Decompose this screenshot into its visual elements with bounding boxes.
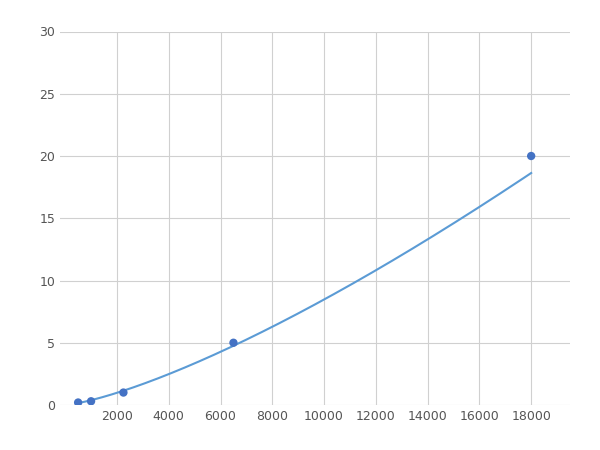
Point: [86, 398, 96, 405]
Point: [526, 153, 536, 160]
Point: [119, 389, 128, 396]
Point: [73, 399, 83, 406]
Point: [229, 339, 238, 346]
